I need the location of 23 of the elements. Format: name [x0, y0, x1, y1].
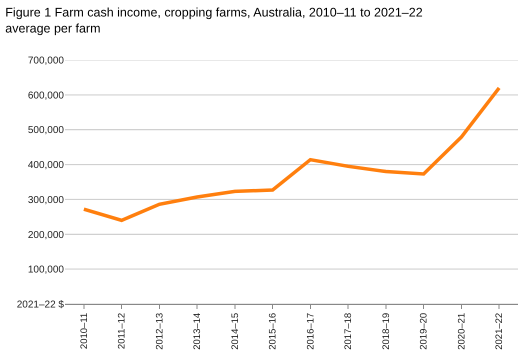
y-tick-label: 200,000 — [28, 230, 64, 241]
x-tick-label: 2013–14 — [192, 312, 204, 350]
y-tick-label: 400,000 — [28, 160, 64, 172]
y-tick-label: 700,000 — [28, 56, 64, 66]
x-tick-label: 2010–11 — [78, 312, 90, 350]
x-tick-label: 2011–12 — [116, 312, 128, 350]
y-tick-label: 600,000 — [28, 90, 64, 102]
chart-title: Figure 1 Farm cash income, cropping farms, Australia, 2010–11 to 2021–22 — [5, 5, 423, 20]
x-tick-label: 2021–22 — [494, 312, 506, 350]
x-tick-label: 2016–17 — [305, 312, 316, 350]
y-tick-label: 2021–22 $ — [16, 300, 64, 310]
x-tick-label: 2014–15 — [230, 312, 241, 350]
x-tick-label: 2020–21 — [456, 312, 468, 350]
x-tick-label: 2017–18 — [343, 312, 354, 350]
x-tick-label: 2018–19 — [380, 312, 392, 350]
line-series — [82, 86, 501, 222]
y-tick-label: 100,000 — [28, 264, 64, 276]
x-tick-label: 2019–20 — [418, 312, 430, 350]
y-tick-label: 500,000 — [28, 125, 64, 136]
chart-subtitle: average per farm — [5, 22, 100, 36]
y-tick-label: 300,000 — [28, 194, 64, 206]
x-tick-label: 2012–13 — [154, 312, 166, 350]
x-tick-label: 2015–16 — [268, 312, 279, 350]
